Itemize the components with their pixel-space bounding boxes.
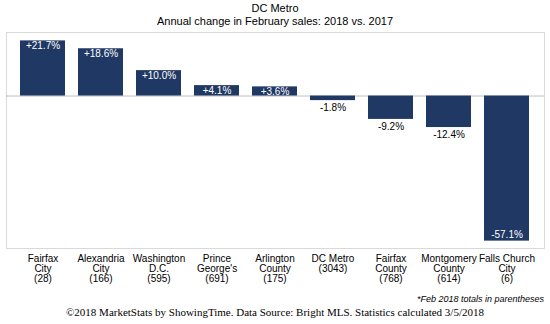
svg-text:+18.6%: +18.6% xyxy=(84,48,118,59)
svg-text:ArlingtonCounty(175): ArlingtonCounty(175) xyxy=(255,253,294,284)
svg-text:MontgomeryCounty(614): MontgomeryCounty(614) xyxy=(421,253,477,284)
svg-text:WashingtonD.C.(595): WashingtonD.C.(595) xyxy=(133,253,185,284)
html-text:DC Metro: DC Metro xyxy=(251,2,299,14)
svg-text:Falls ChurchCity(6): Falls ChurchCity(6) xyxy=(479,253,535,284)
svg-text:-1.8%: -1.8% xyxy=(320,102,346,113)
svg-text:-9.2%: -9.2% xyxy=(378,121,404,132)
svg-text:FairfaxCounty(768): FairfaxCounty(768) xyxy=(375,253,407,284)
svg-text:+21.7%: +21.7% xyxy=(26,40,60,51)
svg-text:AlexandriaCity(166): AlexandriaCity(166) xyxy=(77,253,125,284)
svg-text:FairfaxCity(28): FairfaxCity(28) xyxy=(28,253,59,284)
html-text:*Feb 2018 totals in parenthese: *Feb 2018 totals in parentheses xyxy=(416,294,544,304)
svg-text:+4.1%: +4.1% xyxy=(203,85,232,96)
html-text:Annual change in February sale: Annual change in February sales: 2018 vs… xyxy=(157,15,393,27)
svg-text:-12.4%: -12.4% xyxy=(433,129,465,140)
html-text:©2018 MarketStats by ShowingTi: ©2018 MarketStats by ShowingTime. Data S… xyxy=(66,306,484,318)
svg-text:+3.6%: +3.6% xyxy=(261,86,290,97)
svg-text:+10.0%: +10.0% xyxy=(142,70,176,81)
svg-text:DC Metro(3043): DC Metro(3043) xyxy=(312,253,355,274)
svg-text:-57.1%: -57.1% xyxy=(491,229,523,240)
svg-text:PrinceGeorge's(691): PrinceGeorge's(691) xyxy=(197,253,237,284)
